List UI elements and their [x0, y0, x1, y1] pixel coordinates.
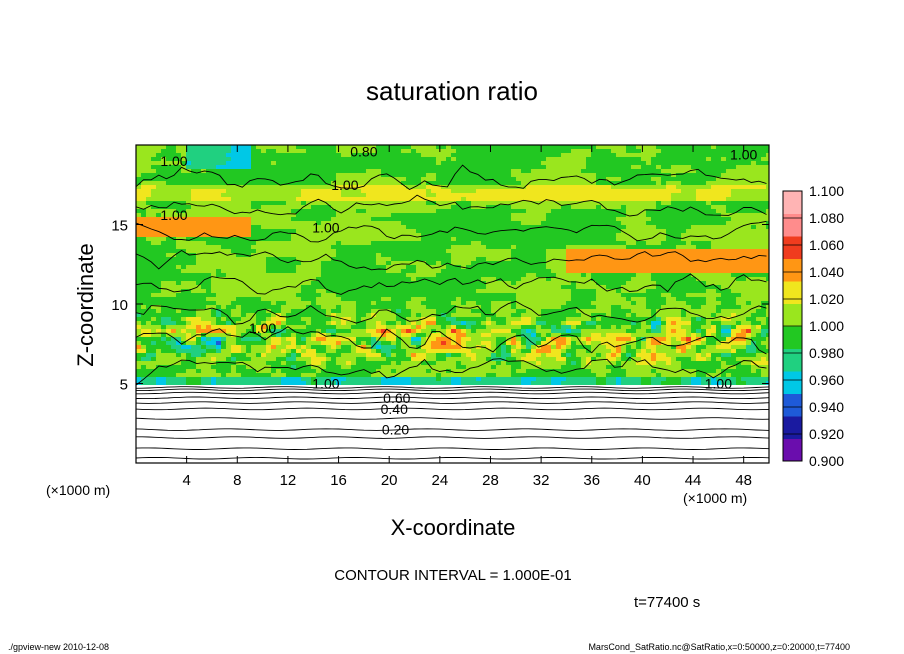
colorbar: 0.900 0.920 0.940 0.960 0.980 1.000 1.020 1.040…	[782, 183, 844, 469]
colorbar-label: 0.900	[809, 453, 844, 469]
contour-label: 1.00	[705, 376, 732, 392]
contour-interval: CONTOUR INTERVAL = 1.000E-01	[334, 567, 572, 584]
colorbar-label: 1.000	[809, 318, 844, 334]
colorbar-segment	[783, 326, 802, 349]
colorbar-label: 1.060	[809, 237, 844, 253]
footer-left: ./gpview-new 2010-12-08	[8, 642, 110, 652]
y-axis-ticks: 5 10 15	[111, 218, 769, 394]
x-tick-label: 20	[381, 472, 398, 489]
colorbar-label: 1.040	[809, 264, 844, 280]
contour-line	[136, 300, 767, 325]
contour-line	[136, 391, 769, 395]
colorbar-segment	[783, 438, 802, 462]
colorbar-label: 0.920	[809, 426, 844, 442]
chart-title: saturation ratio	[366, 76, 538, 106]
x-tick-label: 44	[685, 472, 702, 489]
contour-line	[136, 386, 769, 389]
x-tick-label: 4	[182, 472, 190, 489]
x-unit-right: (×1000 m)	[683, 490, 748, 506]
colorbar-segment	[783, 303, 802, 327]
x-tick-label: 28	[482, 472, 499, 489]
contour-label: 1.00	[160, 207, 187, 223]
contour-labels: 0.20 0.400.60 0.80 1.00 1.00 1.00 1.00 1.00 1.00…	[160, 143, 757, 437]
contour-lines	[136, 164, 769, 460]
colorbar-segment	[783, 191, 802, 214]
x-tick-label: 16	[330, 472, 347, 489]
heatmap-field	[136, 145, 769, 463]
contour-line	[136, 428, 769, 431]
contour-label: 1.00	[160, 153, 187, 169]
contour-label: 0.20	[382, 422, 409, 438]
contour-label: 1.00	[730, 147, 757, 163]
colorbar-segment	[783, 258, 802, 282]
footer-right: MarsCond_SatRatio.nc@SatRatio,x=0:50000,…	[588, 642, 850, 652]
contour-line	[136, 456, 769, 460]
contour-line	[136, 417, 769, 420]
colorbar-segment	[783, 416, 802, 439]
colorbar-segment	[783, 236, 802, 259]
contour-line	[136, 401, 769, 404]
colorbar-label: 1.100	[809, 183, 844, 199]
colorbar-segment	[783, 371, 802, 394]
contour-label: 1.00	[312, 376, 339, 392]
contour-line	[136, 436, 769, 439]
contour-line	[136, 273, 767, 295]
x-tick-label: 8	[233, 472, 241, 489]
contour-line	[136, 164, 767, 191]
x-tick-label: 36	[583, 472, 600, 489]
y-tick-label: 5	[120, 377, 128, 394]
contour-label: 0.80	[350, 143, 377, 159]
colorbar-segment	[783, 393, 802, 417]
y-tick-label: 15	[111, 218, 128, 235]
x-tick-label: 48	[735, 472, 752, 489]
contour-line	[136, 407, 769, 411]
x-axis-ticks: 4 8 12 16 20 24 28 32 36 40 44 48	[182, 145, 752, 489]
x-tick-label: 32	[533, 472, 550, 489]
contour-label: 0.60	[383, 390, 410, 406]
contour-line	[136, 356, 767, 386]
colorbar-label: 0.940	[809, 399, 844, 415]
colorbar-label: 0.980	[809, 345, 844, 361]
contour-line	[136, 220, 767, 243]
colorbar-label: 1.080	[809, 210, 844, 226]
colorbar-segment	[783, 281, 802, 304]
colorbar-label: 0.960	[809, 372, 844, 388]
contour-line	[136, 447, 769, 450]
x-tick-label: 12	[280, 472, 297, 489]
contour-line	[136, 249, 767, 271]
contour-line	[136, 388, 769, 392]
colorbar-segment	[783, 348, 802, 372]
contour-label: 1.00	[312, 220, 339, 236]
x-axis-label: X-coordinate	[390, 515, 516, 540]
x-tick-label: 40	[634, 472, 651, 489]
y-axis-label: Z-coordinate	[73, 243, 98, 367]
x-unit-left: (×1000 m)	[46, 482, 111, 498]
contour-line	[136, 194, 767, 217]
contour-line	[136, 396, 769, 400]
time-label: t=77400 s	[634, 594, 701, 611]
contour-label: 1.00	[249, 320, 276, 336]
contour-label: 0.40	[381, 401, 408, 417]
contour-label: 1.00	[331, 177, 358, 193]
x-tick-label: 24	[431, 472, 448, 489]
colorbar-label: 1.020	[809, 291, 844, 307]
colorbar-segment	[783, 213, 802, 237]
contour-line	[136, 326, 767, 355]
y-tick-label: 10	[111, 297, 128, 314]
